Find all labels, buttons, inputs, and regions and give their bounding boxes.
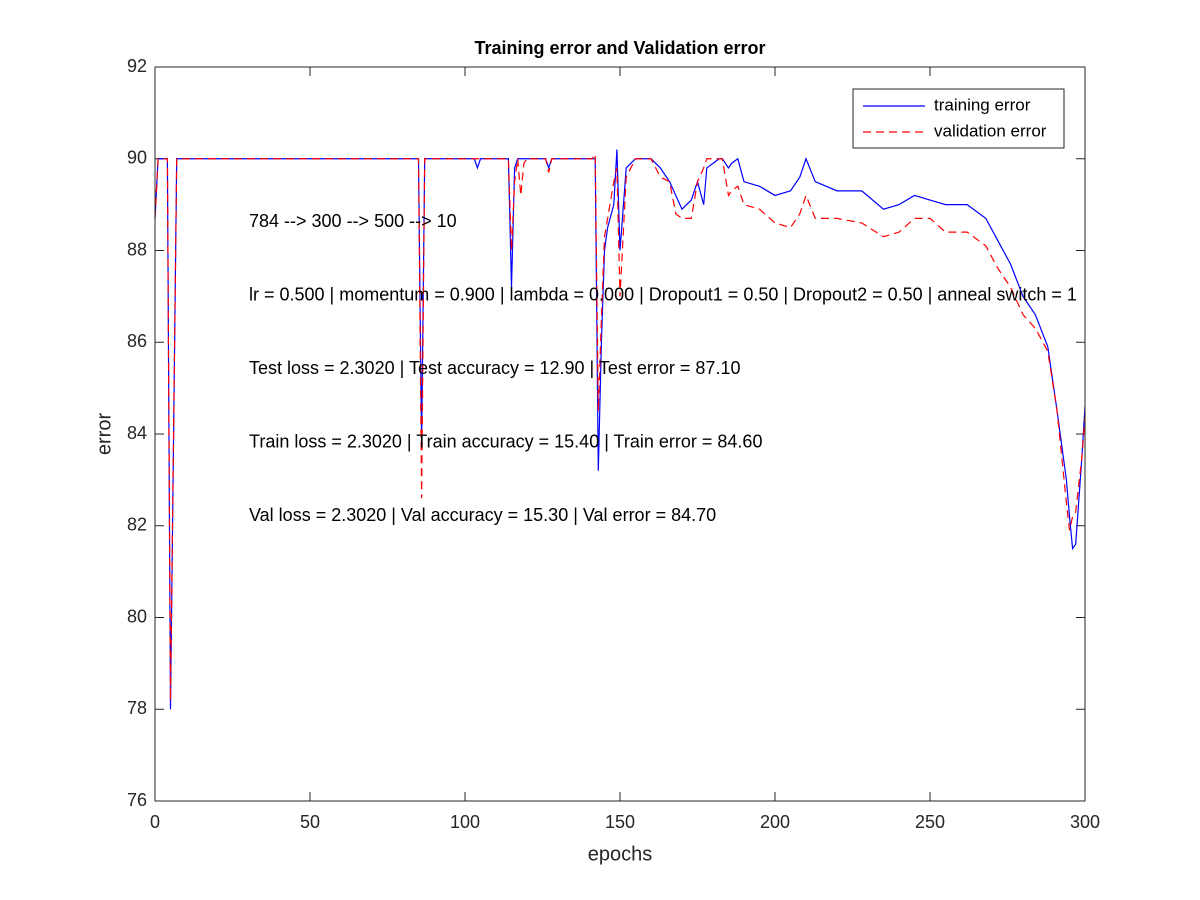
legend-label: validation error [934,121,1047,140]
annotation: 784 --> 300 --> 500 --> 10 [249,211,457,231]
y-tick-label: 82 [127,515,147,535]
x-tick-label: 0 [150,812,160,832]
legend-label: training error [934,95,1031,114]
y-tick-label: 86 [127,331,147,351]
y-tick-label: 90 [127,148,147,168]
annotation: lr = 0.500 | momentum = 0.900 | lambda =… [249,284,1077,304]
x-axis-label: epochs [588,843,653,865]
axes-box [154,66,1086,802]
annotation: Train loss = 2.3020 | Train accuracy = 1… [249,431,762,451]
plot-area [155,67,1085,801]
y-axis-label: error [93,413,115,456]
x-tick-label: 200 [760,812,790,832]
y-tick-label: 92 [127,56,147,76]
y-tick-label: 84 [127,423,147,443]
data-line [154,152,1086,701]
y-tick-label: 88 [127,239,147,259]
y-tick-label: 76 [127,790,147,810]
x-tick-label: 50 [300,812,320,832]
chart-title: Training error and Validation error [474,38,765,58]
x-tick-label: 100 [450,812,480,832]
x-tick-label: 150 [605,812,635,832]
y-tick-label: 78 [127,698,147,718]
annotation: Val loss = 2.3020 | Val accuracy = 15.30… [249,505,716,525]
y-tick-label: 80 [127,606,147,626]
annotation: Test loss = 2.3020 | Test accuracy = 12.… [249,358,740,378]
legend-box [852,88,1065,149]
x-tick-label: 250 [915,812,945,832]
x-tick-label: 300 [1070,812,1100,832]
